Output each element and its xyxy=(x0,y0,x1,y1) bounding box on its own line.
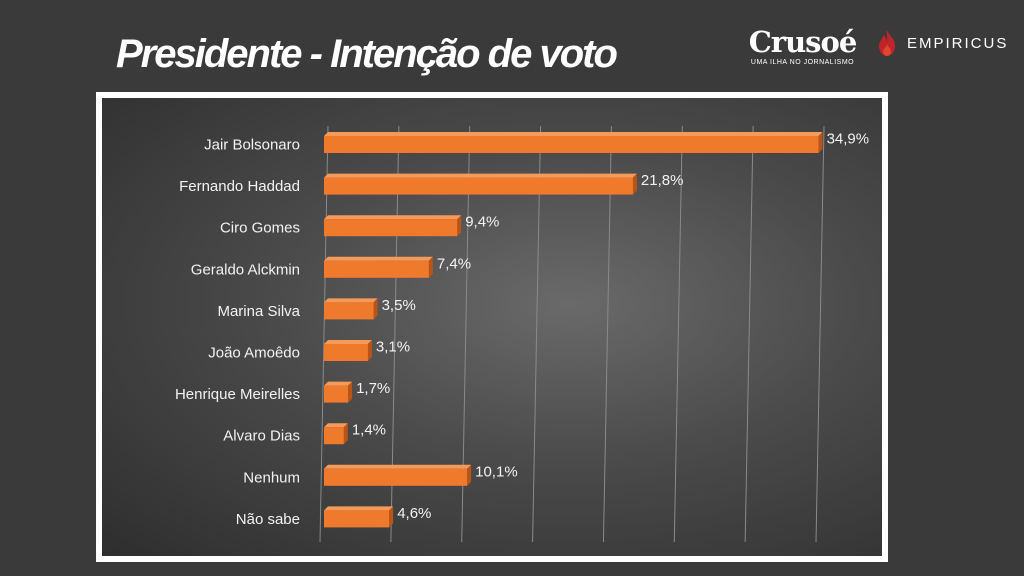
bar-side-face xyxy=(367,340,372,361)
category-label: Nenhum xyxy=(243,469,300,486)
data-label: 3,1% xyxy=(376,339,410,356)
gridline xyxy=(673,125,683,543)
bar-top-face xyxy=(324,298,378,303)
bar-chart: Jair Bolsonaro 34,9% Fernando Haddad 21,8% C… xyxy=(175,125,870,543)
bar-side-face xyxy=(818,132,823,153)
data-label: 34,9% xyxy=(827,131,870,148)
category-label: Marina Silva xyxy=(217,303,300,320)
data-label: 1,4% xyxy=(352,422,386,439)
crusoe-logo-name: Crusoé xyxy=(748,25,858,59)
bar-side-face xyxy=(428,256,433,278)
category-label: Alvaro Dias xyxy=(223,428,300,445)
crusoe-logo-tagline: UMA ILHA NO JORNALISMO xyxy=(750,59,855,66)
data-label: 10,1% xyxy=(475,463,518,480)
bar xyxy=(324,177,633,195)
bar xyxy=(324,468,468,486)
bar-side-face xyxy=(467,464,472,486)
bar-side-face xyxy=(348,381,353,403)
category-label: Fernando Haddad xyxy=(179,178,300,195)
gridline xyxy=(744,125,754,543)
empiricus-logo-name: EMPIRICUS xyxy=(907,34,1009,52)
bar-side-face xyxy=(373,298,378,320)
gridline xyxy=(602,125,612,543)
category-label: Não sabe xyxy=(236,511,300,528)
gridline xyxy=(532,125,542,543)
gridline xyxy=(815,125,825,543)
bar xyxy=(324,136,819,153)
data-label: 21,8% xyxy=(641,172,684,189)
data-label: 4,6% xyxy=(397,505,431,522)
category-label: João Amoêdo xyxy=(208,345,300,362)
data-label: 1,7% xyxy=(356,380,390,397)
crusoe-logo: Crusoé UMA ILHA NO JORNALISMO xyxy=(745,26,860,67)
bar-side-face xyxy=(343,423,348,445)
chart-panel: Jair Bolsonaro 34,9% Fernando Haddad 21,8% C… xyxy=(102,98,882,556)
category-label: Henrique Meirelles xyxy=(175,386,300,403)
bar xyxy=(324,260,429,278)
category-label: Ciro Gomes xyxy=(220,220,300,237)
empiricus-flame-icon xyxy=(879,30,895,56)
bar-side-face xyxy=(457,215,462,237)
category-label: Jair Bolsonaro xyxy=(204,137,300,154)
bar-side-face xyxy=(389,506,394,528)
empiricus-logo: EMPIRICUS xyxy=(875,28,1008,58)
bar-top-face xyxy=(324,423,348,428)
data-label: 3,5% xyxy=(382,297,416,314)
bar xyxy=(324,302,374,320)
gridline xyxy=(319,125,329,543)
bar-top-face xyxy=(324,381,353,386)
bar-top-face xyxy=(324,506,394,511)
bar-top-face xyxy=(324,132,823,136)
bar xyxy=(324,344,368,361)
data-label: 9,4% xyxy=(465,214,499,231)
bar-top-face xyxy=(324,173,637,178)
bar-top-face xyxy=(324,256,433,261)
bar xyxy=(324,427,344,445)
data-label: 7,4% xyxy=(437,255,471,272)
bar xyxy=(324,510,390,528)
bar-side-face xyxy=(632,173,637,195)
bar-top-face xyxy=(324,340,372,344)
bar-top-face xyxy=(324,215,462,220)
bar xyxy=(324,385,349,403)
category-label: Geraldo Alckmin xyxy=(191,261,300,278)
slide-title: Presidente - Intenção de voto xyxy=(116,32,618,76)
bar-top-face xyxy=(324,464,472,469)
bar xyxy=(324,219,458,237)
